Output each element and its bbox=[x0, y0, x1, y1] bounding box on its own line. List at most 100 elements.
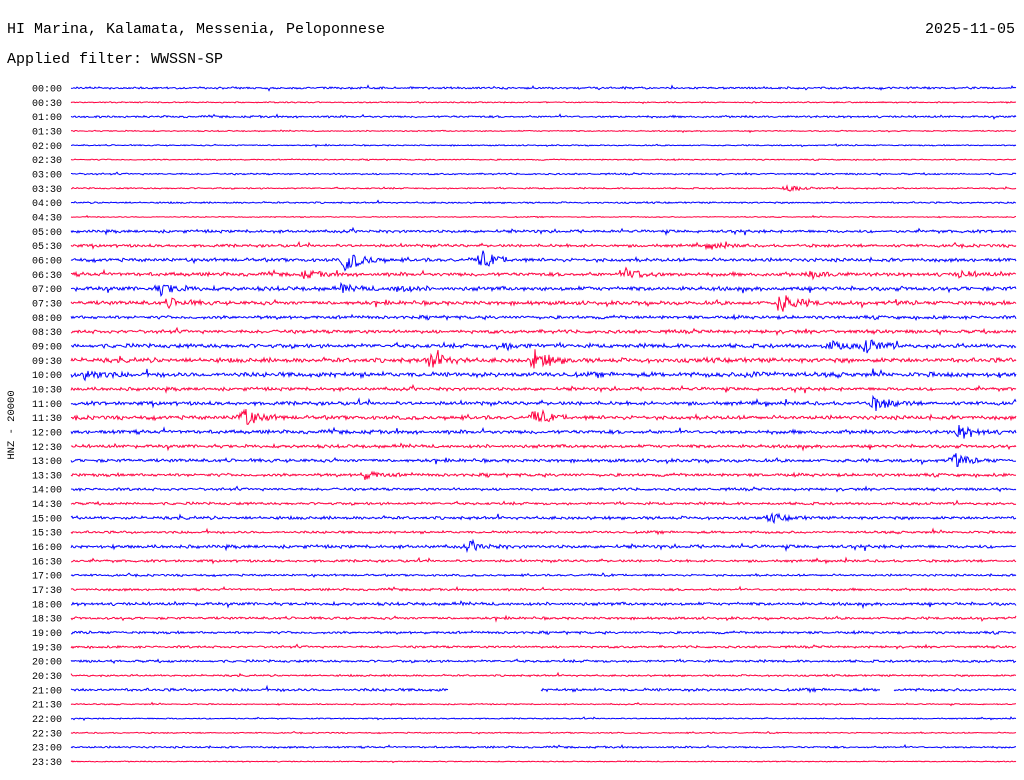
row-time-label: 00:00 bbox=[32, 85, 62, 96]
row-time-label: 21:00 bbox=[32, 686, 62, 697]
seismic-trace-row bbox=[70, 442, 1017, 452]
row-time-label: 10:30 bbox=[32, 385, 62, 396]
seismic-trace-row bbox=[70, 326, 1017, 337]
row-time-label: 15:00 bbox=[32, 514, 62, 525]
row-time-label: 23:00 bbox=[32, 744, 62, 755]
seismic-trace-row bbox=[70, 671, 1017, 678]
row-time-label: 01:30 bbox=[32, 127, 62, 138]
seismic-trace-row bbox=[70, 240, 1017, 251]
seismic-trace-row bbox=[70, 281, 1017, 298]
seismic-trace-row bbox=[70, 760, 1017, 764]
row-time-label: 12:30 bbox=[32, 443, 62, 454]
seismic-trace-row bbox=[70, 512, 1017, 525]
station-title: HI Marina, Kalamata, Messenia, Peloponne… bbox=[7, 21, 386, 38]
row-time-label: 03:30 bbox=[32, 185, 62, 196]
seismic-trace-row bbox=[70, 266, 1017, 281]
seismic-trace-row bbox=[70, 629, 1017, 636]
row-time-label: 19:30 bbox=[32, 643, 62, 654]
row-time-label: 21:30 bbox=[32, 701, 62, 712]
row-time-label: 03:00 bbox=[32, 170, 62, 181]
row-time-label: 18:00 bbox=[32, 600, 62, 611]
row-time-label: 04:00 bbox=[32, 199, 62, 210]
seismic-trace-row bbox=[70, 716, 1017, 722]
row-time-label: 22:30 bbox=[32, 729, 62, 740]
row-time-label: 14:00 bbox=[32, 486, 62, 497]
seismic-trace-row bbox=[70, 349, 1017, 369]
seismic-trace-row bbox=[70, 394, 1017, 412]
row-time-label: 20:30 bbox=[32, 672, 62, 683]
row-time-label: 06:00 bbox=[32, 256, 62, 267]
row-time-label: 13:30 bbox=[32, 471, 62, 482]
row-time-label: 17:30 bbox=[32, 586, 62, 597]
seismic-trace-row bbox=[70, 408, 1017, 425]
row-time-label: 02:30 bbox=[32, 156, 62, 167]
seismic-trace-row bbox=[70, 158, 1017, 162]
seismic-trace-row bbox=[70, 701, 1016, 707]
seismic-trace-row bbox=[70, 470, 1016, 481]
seismic-trace-row bbox=[70, 425, 1017, 439]
seismic-trace-row bbox=[70, 538, 1017, 554]
row-time-label: 04:30 bbox=[32, 213, 62, 224]
seismic-trace-row bbox=[70, 643, 1017, 650]
row-time-label: 08:00 bbox=[32, 314, 62, 325]
row-time-label: 07:00 bbox=[32, 285, 62, 296]
seismic-trace-row bbox=[70, 199, 1017, 205]
seismic-trace-row bbox=[70, 250, 1017, 272]
row-time-label: 00:30 bbox=[32, 99, 62, 110]
seismic-trace-row bbox=[70, 743, 1017, 750]
seismic-trace-row bbox=[70, 614, 1017, 623]
seismic-trace-row bbox=[70, 368, 1017, 382]
seismic-trace-row bbox=[70, 572, 1017, 578]
seismic-trace-row bbox=[70, 453, 1017, 467]
row-time-label: 02:00 bbox=[32, 142, 62, 153]
row-time-label: 23:30 bbox=[32, 758, 62, 769]
seismic-trace-row bbox=[70, 313, 1017, 322]
seismic-trace-row bbox=[70, 658, 1017, 665]
row-time-label: 10:00 bbox=[32, 371, 62, 382]
seismic-trace-row bbox=[70, 113, 1017, 120]
seismic-trace-row bbox=[70, 226, 1017, 237]
seismic-trace-row bbox=[70, 129, 1017, 134]
seismic-trace-row bbox=[70, 339, 1017, 354]
seismic-trace-row bbox=[70, 84, 1017, 92]
seismic-trace-row bbox=[70, 730, 1017, 735]
row-time-label: 09:00 bbox=[32, 342, 62, 353]
row-time-label: 11:00 bbox=[32, 400, 62, 411]
filter-label: Applied filter: WWSSN-SP bbox=[7, 51, 224, 68]
row-time-label: 01:00 bbox=[32, 113, 62, 124]
row-time-label: 20:00 bbox=[32, 658, 62, 669]
row-time-label: 05:30 bbox=[32, 242, 62, 253]
seismic-trace-row bbox=[71, 143, 1017, 148]
row-time-label: 14:30 bbox=[32, 500, 62, 511]
row-time-label: 18:30 bbox=[32, 615, 62, 626]
date-label: 2025-11-05 bbox=[924, 21, 1015, 38]
row-time-label: 12:00 bbox=[32, 428, 62, 439]
row-time-label: 22:00 bbox=[32, 715, 62, 726]
row-time-label: 11:30 bbox=[32, 414, 62, 425]
row-time-label: 16:00 bbox=[32, 543, 62, 554]
seismic-trace-row bbox=[70, 485, 1017, 493]
row-time-label: 16:30 bbox=[32, 557, 62, 568]
row-time-label: 08:30 bbox=[32, 328, 62, 339]
row-time-label: 06:30 bbox=[32, 271, 62, 282]
seismic-trace-row bbox=[70, 383, 1017, 394]
seismic-trace-row bbox=[70, 556, 1017, 565]
row-time-label: 15:30 bbox=[32, 529, 62, 540]
seismic-trace-row bbox=[71, 171, 1017, 177]
seismic-trace-row bbox=[70, 499, 1017, 507]
row-time-label: 05:00 bbox=[32, 228, 62, 239]
row-time-label: 09:30 bbox=[32, 357, 62, 368]
seismic-trace-row bbox=[70, 600, 1017, 610]
seismic-trace-row bbox=[70, 184, 1017, 192]
row-time-label: 17:00 bbox=[32, 572, 62, 583]
seismic-trace-row bbox=[70, 684, 1017, 694]
row-time-label: 13:00 bbox=[32, 457, 62, 468]
row-time-label: 07:30 bbox=[32, 299, 62, 310]
seismic-trace-row bbox=[70, 295, 1017, 312]
seismic-trace-row bbox=[70, 527, 1017, 536]
seismic-trace-row bbox=[70, 214, 1017, 219]
seismic-trace-row bbox=[70, 100, 1017, 105]
seismic-trace-row bbox=[70, 585, 1017, 592]
row-time-label: 19:00 bbox=[32, 629, 62, 640]
